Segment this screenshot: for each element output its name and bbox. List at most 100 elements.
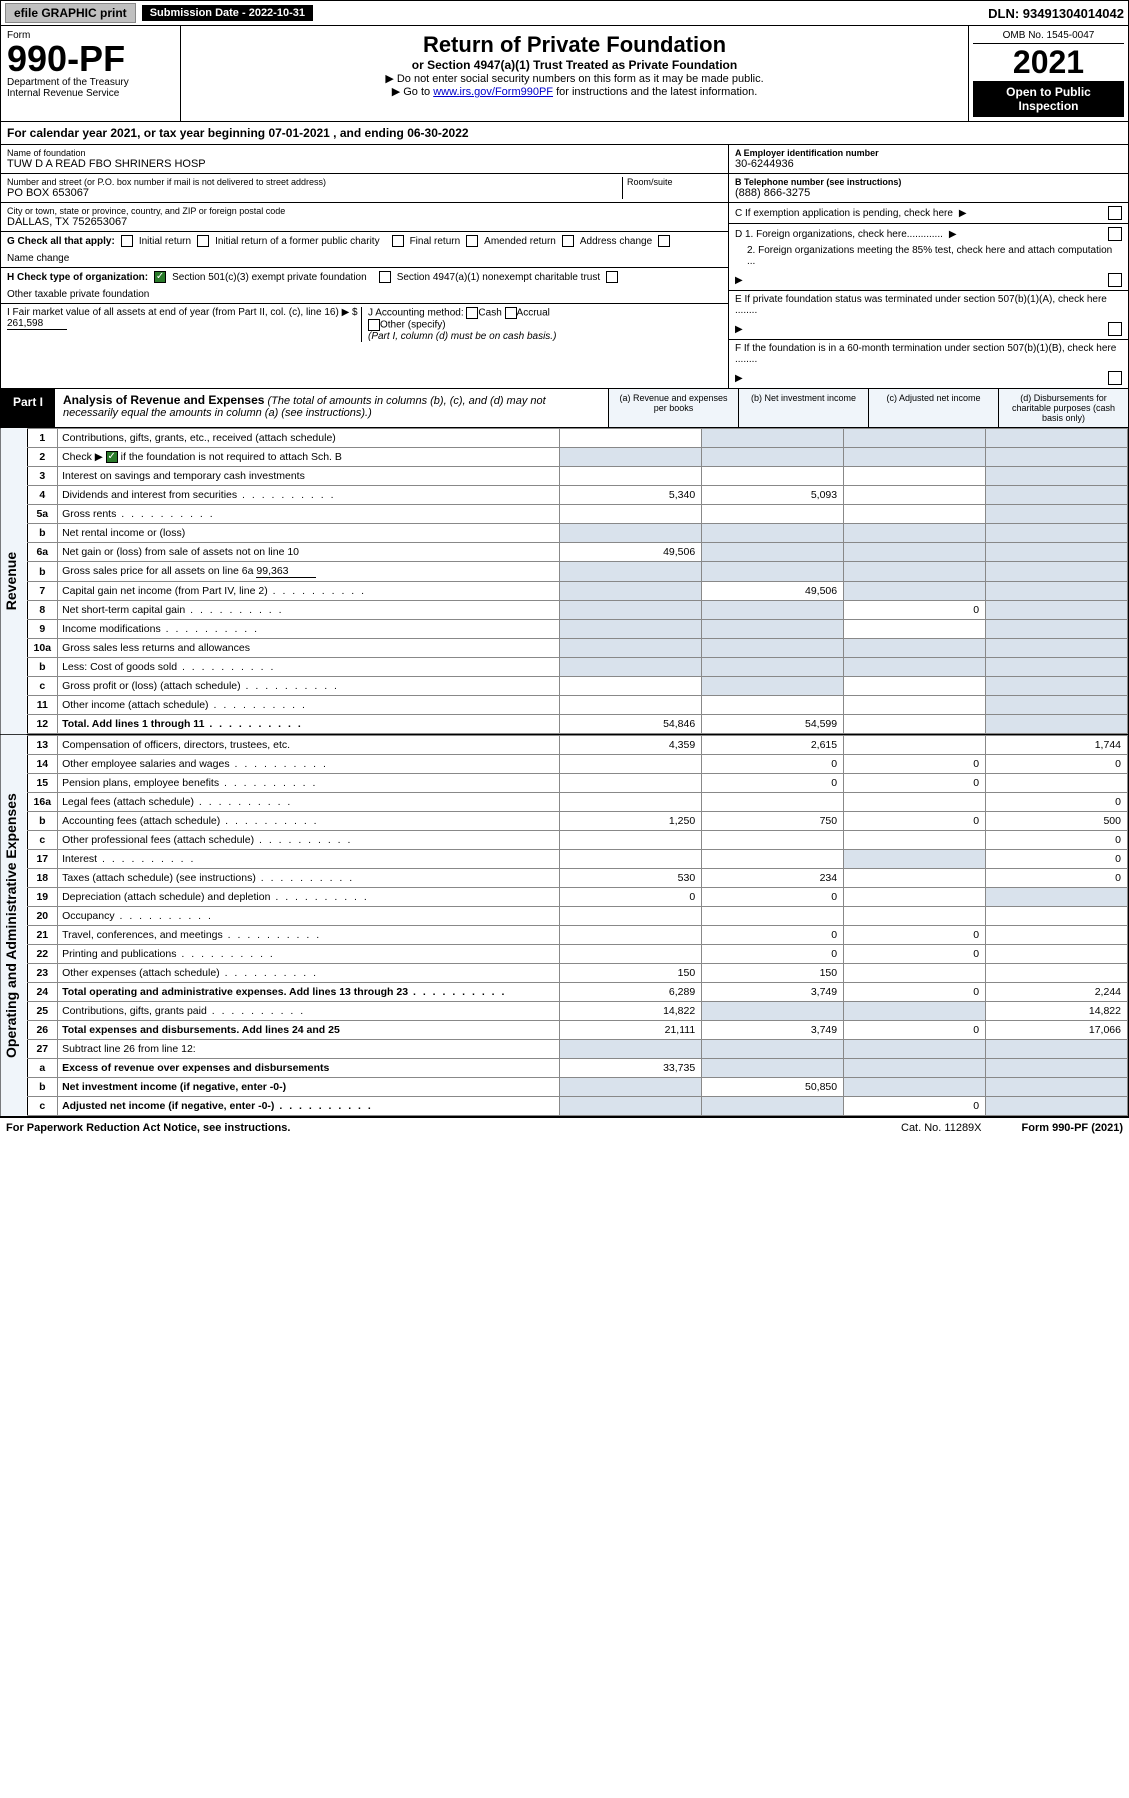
header-right: OMB No. 1545-0047 2021 Open to Public In… <box>968 26 1128 121</box>
r5b-desc: Net rental income or (loss) <box>58 524 560 543</box>
r16c-desc: Other professional fees (attach schedule… <box>58 831 560 850</box>
part1-title: Analysis of Revenue and Expenses <box>63 393 264 407</box>
table-row: 27Subtract line 26 from line 12: <box>27 1040 1128 1059</box>
e-label: E If private foundation status was termi… <box>735 294 1122 316</box>
r27a-desc: Excess of revenue over expenses and disb… <box>58 1059 560 1078</box>
r1-desc: Contributions, gifts, grants, etc., rece… <box>58 429 560 448</box>
d1-label: D 1. Foreign organizations, check here..… <box>735 229 943 240</box>
r16b-c: 0 <box>844 812 986 831</box>
part1-label: Part I <box>1 389 55 427</box>
cal-end: 06-30-2022 <box>407 126 468 140</box>
table-row: 25Contributions, gifts, grants paid14,82… <box>27 1002 1128 1021</box>
address: PO BOX 653067 <box>7 187 622 199</box>
accrual-checkbox[interactable] <box>505 307 517 319</box>
schb-checkbox[interactable] <box>106 451 118 463</box>
r13-a: 4,359 <box>560 736 702 755</box>
r15-desc: Pension plans, employee benefits <box>58 774 560 793</box>
form-subtitle: or Section 4947(a)(1) Trust Treated as P… <box>187 58 962 72</box>
irs-label: Internal Revenue Service <box>7 88 174 99</box>
r26-desc: Total expenses and disbursements. Add li… <box>58 1021 560 1040</box>
table-row: 10aGross sales less returns and allowanc… <box>27 639 1128 658</box>
table-row: 4Dividends and interest from securities5… <box>27 486 1128 505</box>
expenses-section: Operating and Administrative Expenses 13… <box>0 735 1129 1117</box>
table-row: 16aLegal fees (attach schedule)0 <box>27 793 1128 812</box>
table-row: 22Printing and publications00 <box>27 945 1128 964</box>
table-row: 7Capital gain net income (from Part IV, … <box>27 582 1128 601</box>
r24-c: 0 <box>844 983 986 1002</box>
r10b-desc: Less: Cost of goods sold <box>58 658 560 677</box>
col-c-header: (c) Adjusted net income <box>868 389 998 427</box>
r6b-desc: Gross sales price for all assets on line… <box>58 562 560 582</box>
name-change-checkbox[interactable] <box>658 235 670 247</box>
ein-value: 30-6244936 <box>735 158 1122 170</box>
entity-info: Name of foundation TUW D A READ FBO SHRI… <box>0 145 1129 389</box>
g-label: G Check all that apply: <box>7 236 115 247</box>
r4-b: 5,093 <box>702 486 844 505</box>
d2-checkbox[interactable] <box>1108 273 1122 287</box>
name-label: Name of foundation <box>7 148 722 158</box>
j-o2: Accrual <box>517 308 550 319</box>
g-o1: Initial return <box>139 236 191 247</box>
r27-desc: Subtract line 26 from line 12: <box>58 1040 560 1059</box>
r13-desc: Compensation of officers, directors, tru… <box>58 736 560 755</box>
table-row: 19Depreciation (attach schedule) and dep… <box>27 888 1128 907</box>
table-row: 11Other income (attach schedule) <box>27 696 1128 715</box>
r18-b: 234 <box>702 869 844 888</box>
r11-desc: Other income (attach schedule) <box>58 696 560 715</box>
other-method-checkbox[interactable] <box>368 319 380 331</box>
initial-return-checkbox[interactable] <box>121 235 133 247</box>
r24-d: 2,244 <box>986 983 1128 1002</box>
tel-value: (888) 866-3275 <box>735 187 1122 199</box>
revenue-table: 1Contributions, gifts, grants, etc., rec… <box>27 428 1129 734</box>
table-row: 24Total operating and administrative exp… <box>27 983 1128 1002</box>
r12-a: 54,846 <box>560 715 702 734</box>
r12-b: 54,599 <box>702 715 844 734</box>
r8-c: 0 <box>844 601 986 620</box>
r6a-desc: Net gain or (loss) from sale of assets n… <box>58 543 560 562</box>
4947-checkbox[interactable] <box>379 271 391 283</box>
table-row: 13Compensation of officers, directors, t… <box>27 736 1128 755</box>
efile-print-button[interactable]: efile GRAPHIC print <box>5 3 136 23</box>
r16b-b: 750 <box>702 812 844 831</box>
r19-a: 0 <box>560 888 702 907</box>
dln-label: DLN: 93491304014042 <box>988 6 1124 21</box>
c-checkbox[interactable] <box>1108 206 1122 220</box>
501c3-checkbox[interactable] <box>154 271 166 283</box>
submission-date-badge: Submission Date - 2022-10-31 <box>142 5 313 21</box>
f-checkbox[interactable] <box>1108 371 1122 385</box>
i-arrow: ▶ $ <box>342 307 358 318</box>
table-row: 8Net short-term capital gain0 <box>27 601 1128 620</box>
cash-checkbox[interactable] <box>466 307 478 319</box>
final-return-checkbox[interactable] <box>392 235 404 247</box>
r13-d: 1,744 <box>986 736 1128 755</box>
form990pf-link[interactable]: www.irs.gov/Form990PF <box>433 86 553 98</box>
r21-desc: Travel, conferences, and meetings <box>58 926 560 945</box>
other-taxable-checkbox[interactable] <box>606 271 618 283</box>
e-cell: E If private foundation status was termi… <box>729 291 1128 340</box>
h-o1: Section 501(c)(3) exempt private foundat… <box>172 272 367 283</box>
g-o5: Address change <box>580 236 652 247</box>
r6b-pre: Gross sales price for all assets on line… <box>62 565 253 577</box>
r14-c: 0 <box>844 755 986 774</box>
d2-label: 2. Foreign organizations meeting the 85%… <box>735 245 1122 267</box>
amended-checkbox[interactable] <box>466 235 478 247</box>
city-value: DALLAS, TX 752653067 <box>7 216 722 228</box>
r2-desc: Check ▶ if the foundation is not require… <box>58 448 560 467</box>
initial-former-checkbox[interactable] <box>197 235 209 247</box>
ein-label: A Employer identification number <box>735 148 1122 158</box>
table-row: 1Contributions, gifts, grants, etc., rec… <box>27 429 1128 448</box>
table-row: 2Check ▶ if the foundation is not requir… <box>27 448 1128 467</box>
e-checkbox[interactable] <box>1108 322 1122 336</box>
table-row: aExcess of revenue over expenses and dis… <box>27 1059 1128 1078</box>
address-change-checkbox[interactable] <box>562 235 574 247</box>
arrow-icon: ▶ <box>735 275 743 286</box>
r27c-desc: Adjusted net income (if negative, enter … <box>58 1097 560 1116</box>
r8-desc: Net short-term capital gain <box>58 601 560 620</box>
r26-d: 17,066 <box>986 1021 1128 1040</box>
r19-b: 0 <box>702 888 844 907</box>
d1-checkbox[interactable] <box>1108 227 1122 241</box>
r10c-desc: Gross profit or (loss) (attach schedule) <box>58 677 560 696</box>
r18-desc: Taxes (attach schedule) (see instruction… <box>58 869 560 888</box>
r12-desc: Total. Add lines 1 through 11 <box>58 715 560 734</box>
table-row: bAccounting fees (attach schedule)1,2507… <box>27 812 1128 831</box>
